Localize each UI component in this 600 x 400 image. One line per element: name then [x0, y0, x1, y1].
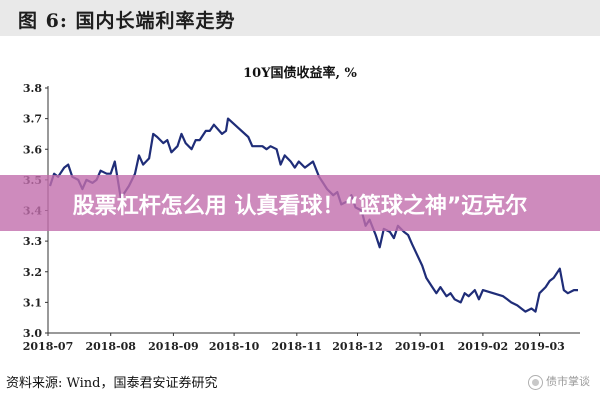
y-tick-label: 3.8 [23, 82, 42, 95]
x-tick-label: 2019-01 [395, 340, 446, 353]
y-tick-label: 3.0 [23, 327, 42, 340]
x-tick-label: 2019-02 [458, 340, 509, 353]
source-note: 资料来源: Wind，国泰君安证券研究 [6, 376, 218, 391]
y-tick-label: 3.2 [23, 266, 42, 279]
x-tick-label: 2019-03 [514, 340, 565, 353]
y-tick-label: 3.3 [23, 235, 42, 248]
x-tick-label: 2018-10 [209, 340, 260, 353]
x-tick-label: 2018-11 [272, 340, 323, 353]
figure-header: 图 6: 国内长端利率走势 [0, 0, 600, 36]
y-tick-label: 3.6 [23, 143, 42, 156]
y-tick-label: 3.7 [23, 113, 42, 126]
overlay-banner[interactable]: 股票杠杆怎么用 认真看球！“篮球之神”迈克尔 [0, 175, 600, 231]
figure-title: 图 6: 国内长端利率走势 [18, 10, 236, 32]
watermark: 债市掌谈 [528, 373, 590, 390]
x-tick-label: 2018-12 [332, 340, 383, 353]
watermark-text: 债市掌谈 [546, 375, 590, 388]
y-tick-label: 3.1 [23, 296, 42, 309]
chart-title: 10Y国债收益率, % [243, 66, 357, 81]
banner-text: 股票杠杆怎么用 认真看球！“篮球之神”迈克尔 [72, 194, 528, 219]
x-tick-label: 2018-07 [23, 340, 74, 353]
x-tick-label: 2018-08 [85, 340, 136, 353]
x-axis-ticks: 2018-07 2018-08 2018-09 2018-10 2018-11 2018-… [23, 333, 565, 353]
x-tick-label: 2018-09 [148, 340, 199, 353]
wechat-icon [528, 374, 543, 390]
